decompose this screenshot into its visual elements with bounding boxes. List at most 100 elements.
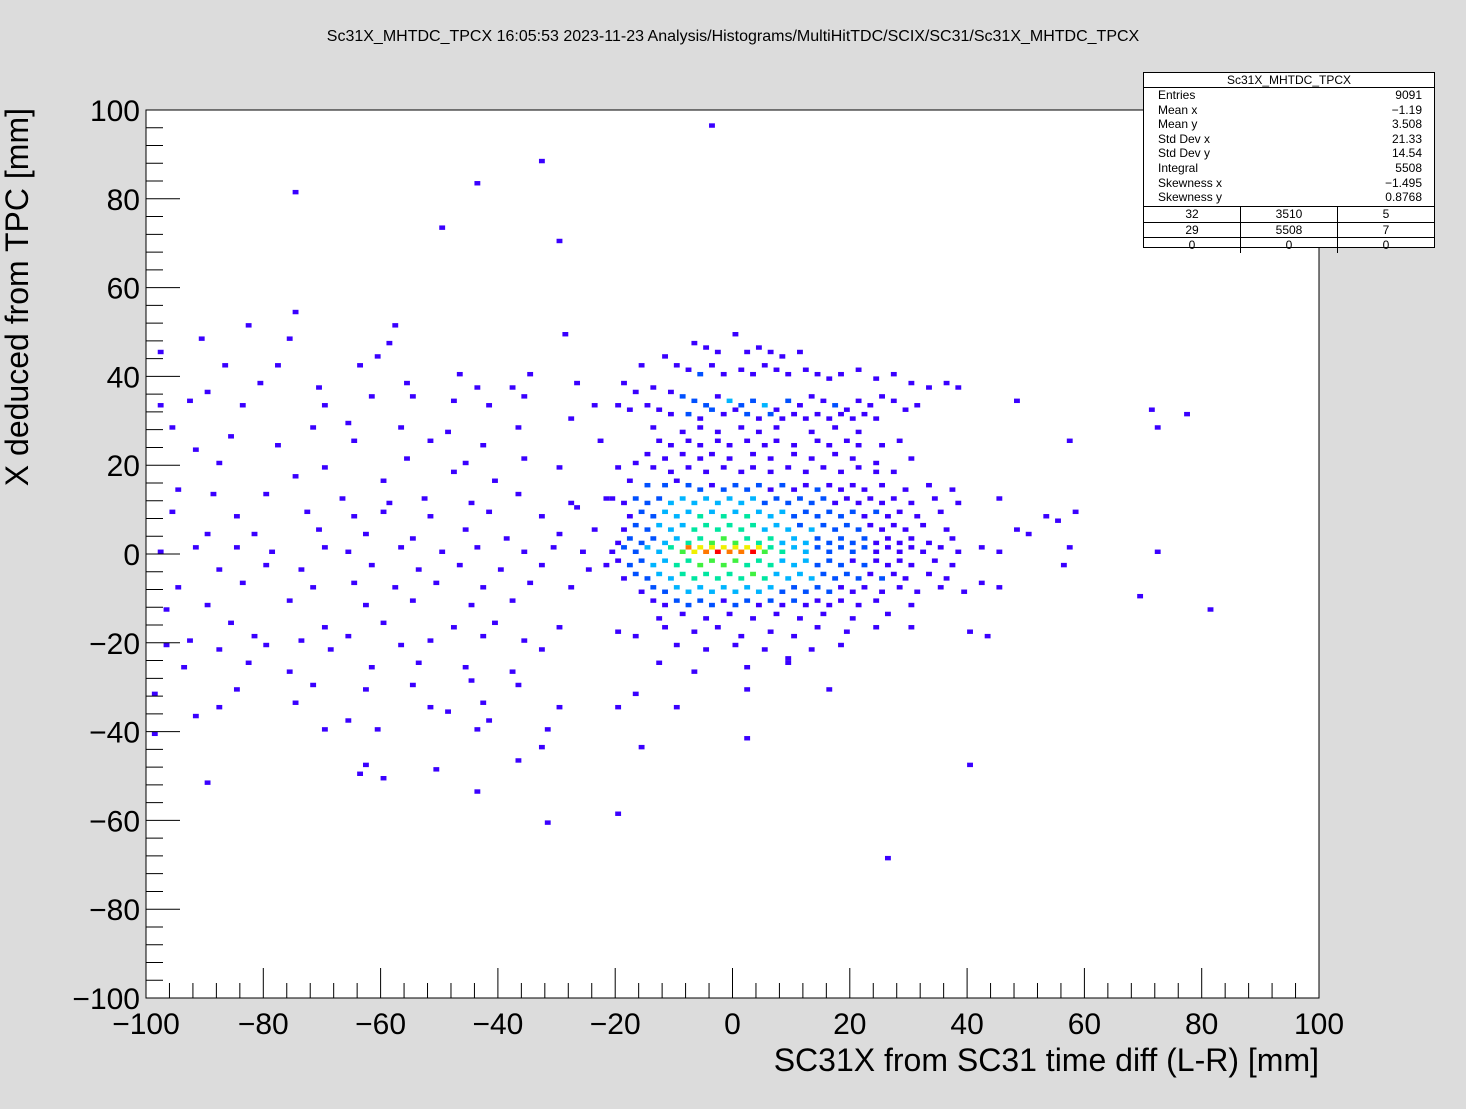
histogram-bin	[855, 465, 862, 470]
histogram-bin	[492, 478, 498, 483]
histogram-bin	[820, 398, 827, 404]
histogram-bin	[380, 620, 387, 626]
histogram-bin	[691, 500, 698, 506]
histogram-bin	[374, 354, 381, 359]
histogram-bin	[398, 642, 405, 648]
histogram-bin	[843, 496, 850, 501]
histogram-bin	[363, 762, 369, 768]
histogram-bin	[233, 514, 240, 519]
histogram-bin	[474, 385, 481, 390]
histogram-bin	[286, 598, 293, 603]
x-tick-label: −60	[355, 1008, 406, 1041]
y-tick-label: −20	[89, 628, 140, 661]
histogram-bin	[316, 527, 322, 532]
histogram-bin	[667, 389, 674, 395]
histogram-bin	[779, 482, 786, 488]
histogram-bin	[538, 562, 545, 568]
histogram-bin	[896, 509, 903, 515]
histogram-bin	[673, 363, 680, 368]
histogram-bin	[849, 540, 856, 546]
histogram-bin	[703, 647, 710, 652]
histogram-bin	[1137, 593, 1144, 599]
histogram-bin	[908, 602, 915, 608]
histogram-bin	[1025, 531, 1032, 537]
stats-value: −1.19	[1391, 102, 1422, 117]
histogram-bin	[890, 371, 897, 377]
histogram-bin	[450, 398, 457, 404]
histogram-bin	[838, 469, 844, 475]
histogram-bin	[697, 416, 704, 421]
histogram-bin	[732, 332, 739, 337]
histogram-bin	[568, 500, 575, 506]
histogram-bin	[937, 585, 944, 590]
histogram-bin	[556, 704, 563, 710]
histogram-bin	[744, 514, 751, 519]
stats-value: 0.8768	[1385, 190, 1422, 205]
histogram-bin	[802, 416, 809, 421]
x-tick-label: 40	[950, 1008, 983, 1041]
histogram-bin	[638, 558, 645, 563]
histogram-bin	[849, 549, 856, 554]
histogram-bin	[233, 687, 240, 692]
histogram-bin	[345, 633, 352, 639]
histogram-bin	[685, 558, 692, 563]
histogram-bin	[802, 367, 809, 372]
histogram-bin	[814, 585, 821, 590]
histogram-bin	[761, 403, 768, 408]
histogram-bin	[468, 678, 475, 683]
histogram-bin	[767, 411, 774, 417]
histogram-bin	[474, 727, 481, 732]
histogram-bin	[779, 549, 786, 554]
x-tick-label: 80	[1185, 1008, 1218, 1041]
histogram-bin	[726, 549, 733, 554]
histogram-bin	[820, 571, 827, 577]
histogram-bin	[720, 465, 727, 470]
histogram-bin	[855, 443, 862, 448]
stats-grid-cell: 0	[1144, 238, 1241, 253]
histogram-bin	[732, 602, 739, 608]
histogram-bin	[926, 571, 932, 577]
histogram-bin	[292, 700, 299, 705]
histogram-bin	[609, 496, 616, 501]
histogram-bin	[820, 522, 827, 528]
histogram-bin	[967, 762, 973, 768]
histogram-bin	[691, 669, 698, 674]
histogram-bin	[568, 416, 575, 421]
histogram-bin	[732, 482, 739, 488]
histogram-bin	[791, 545, 798, 550]
histogram-bin	[245, 660, 252, 665]
histogram-bin	[468, 602, 475, 608]
histogram-bin	[855, 367, 862, 372]
y-tick-label: 0	[123, 539, 140, 572]
histogram-bin	[738, 425, 745, 430]
histogram-bin	[726, 611, 733, 617]
histogram-bin	[351, 580, 358, 586]
histogram-bin	[228, 620, 234, 626]
histogram-bin	[996, 496, 1003, 501]
histogram-bin	[838, 545, 844, 550]
histogram-bin	[151, 731, 158, 737]
histogram-bin	[855, 398, 862, 404]
histogram-bin	[867, 403, 874, 408]
histogram-bin	[855, 429, 862, 435]
histogram-bin	[638, 589, 645, 594]
histogram-bin	[744, 438, 751, 443]
histogram-bin	[879, 482, 885, 488]
histogram-bin	[849, 416, 856, 421]
histogram-bin	[814, 438, 821, 443]
histogram-bin	[1014, 527, 1020, 532]
histogram-bin	[732, 589, 739, 594]
histogram-bin	[345, 718, 352, 723]
histogram-bin	[685, 540, 692, 546]
histogram-bin	[345, 420, 352, 426]
histogram-bin	[826, 558, 833, 563]
stats-grid-cell: 32	[1144, 207, 1241, 222]
histogram-bin	[609, 549, 616, 554]
histogram-bin	[791, 598, 798, 603]
histogram-bin	[732, 545, 739, 550]
histogram-bin	[673, 704, 680, 710]
histogram-bin	[797, 496, 803, 501]
histogram-bin	[726, 522, 733, 528]
histogram-bin	[615, 465, 622, 470]
histogram-bin	[755, 429, 762, 435]
